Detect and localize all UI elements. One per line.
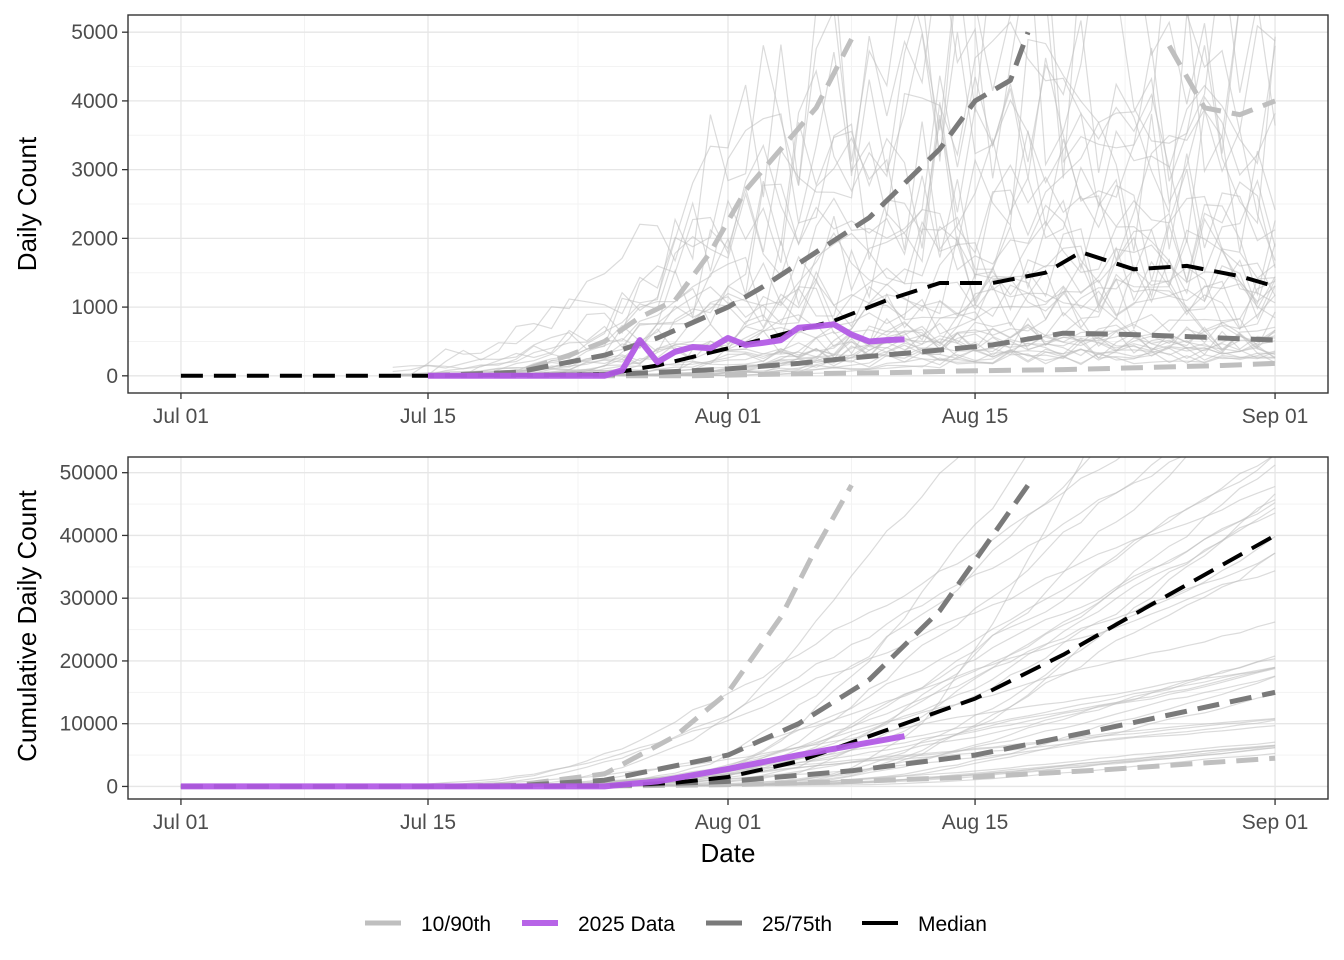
legend-label-25-75th: 25/75th: [762, 913, 832, 936]
y-tick-label: 40000: [60, 524, 118, 547]
historical-trace: [392, 98, 1276, 377]
series-median-line: [180, 250, 1276, 378]
historical-trace: [392, 15, 1258, 377]
summary-series: [180, 31, 1277, 379]
y-tick-label: 0: [106, 775, 118, 798]
series-2025-data-line: [428, 321, 905, 379]
cumulative-count-panel: 0 10000 20000 30000 40000 50000 Jul 01 Jul 15 Au…: [60, 456, 1329, 834]
historical-trace: [392, 15, 1276, 377]
y-tick-label: 50000: [60, 462, 118, 485]
y-axis-title-daily: Daily Count: [12, 136, 42, 271]
x-tick-label: Aug 15: [942, 405, 1009, 428]
x-tick-label: Aug 01: [695, 811, 762, 834]
x-tick-label: Jul 01: [153, 405, 209, 428]
legend-label-10-90th: 10/90th: [421, 913, 491, 936]
series-10-90th-line: [1167, 44, 1277, 118]
historical-trace: [392, 275, 1276, 369]
summary-series: [180, 483, 1277, 790]
legend-label-median: Median: [918, 913, 987, 936]
y-tick-label: 3000: [71, 159, 118, 182]
y-tick-label: 5000: [71, 21, 118, 44]
series-10-90th-line: [427, 37, 854, 379]
x-tick-label: Jul 15: [400, 811, 456, 834]
daily-count-panel: 0 1000 2000 3000 4000 5000 Jul 01 Jul 15 Aug 01 A…: [71, 14, 1329, 428]
historical-trace: [392, 266, 1276, 373]
x-tick-label: Sep 01: [1242, 405, 1309, 428]
x-tick-label: Sep 01: [1242, 811, 1309, 834]
series-median-line: [180, 533, 1277, 789]
series-10-90th-line: [428, 360, 1276, 379]
historical-trace: [392, 102, 1276, 376]
historical-trace: [392, 107, 1276, 376]
y-tick-label: 20000: [60, 650, 118, 673]
y-axis-title-cumulative: Cumulative Daily Count: [12, 489, 42, 761]
y-tick-label: 1000: [71, 296, 118, 319]
x-tick-label: Aug 15: [942, 811, 1009, 834]
legend-item-10-90th: 10/90th: [365, 913, 491, 936]
historical-trace: [392, 457, 1122, 787]
legend-item-25-75th: 25/75th: [706, 913, 832, 936]
historical-trace: [392, 485, 1276, 787]
y-tick-label: 0: [106, 365, 118, 388]
x-tick-label: Aug 01: [695, 405, 762, 428]
legend-label-2025-data: 2025 Data: [578, 913, 675, 936]
series-2025-data-line: [180, 733, 906, 790]
y-tick-label: 2000: [71, 227, 118, 250]
series-25-75th-line: [427, 31, 1031, 379]
y-tick-label: 30000: [60, 587, 118, 610]
historical-trace: [392, 21, 1276, 377]
x-tick-label: Jul 01: [153, 811, 209, 834]
legend-item-2025-data: 2025 Data: [522, 913, 675, 936]
x-tick-label: Jul 15: [400, 405, 456, 428]
legend: 10/90th 2025 Data 25/75th Median: [365, 913, 987, 936]
y-tick-label: 4000: [71, 90, 118, 113]
y-tick-label: 10000: [60, 713, 118, 736]
legend-item-median: Median: [862, 913, 987, 936]
x-axis-title: Date: [701, 838, 756, 868]
